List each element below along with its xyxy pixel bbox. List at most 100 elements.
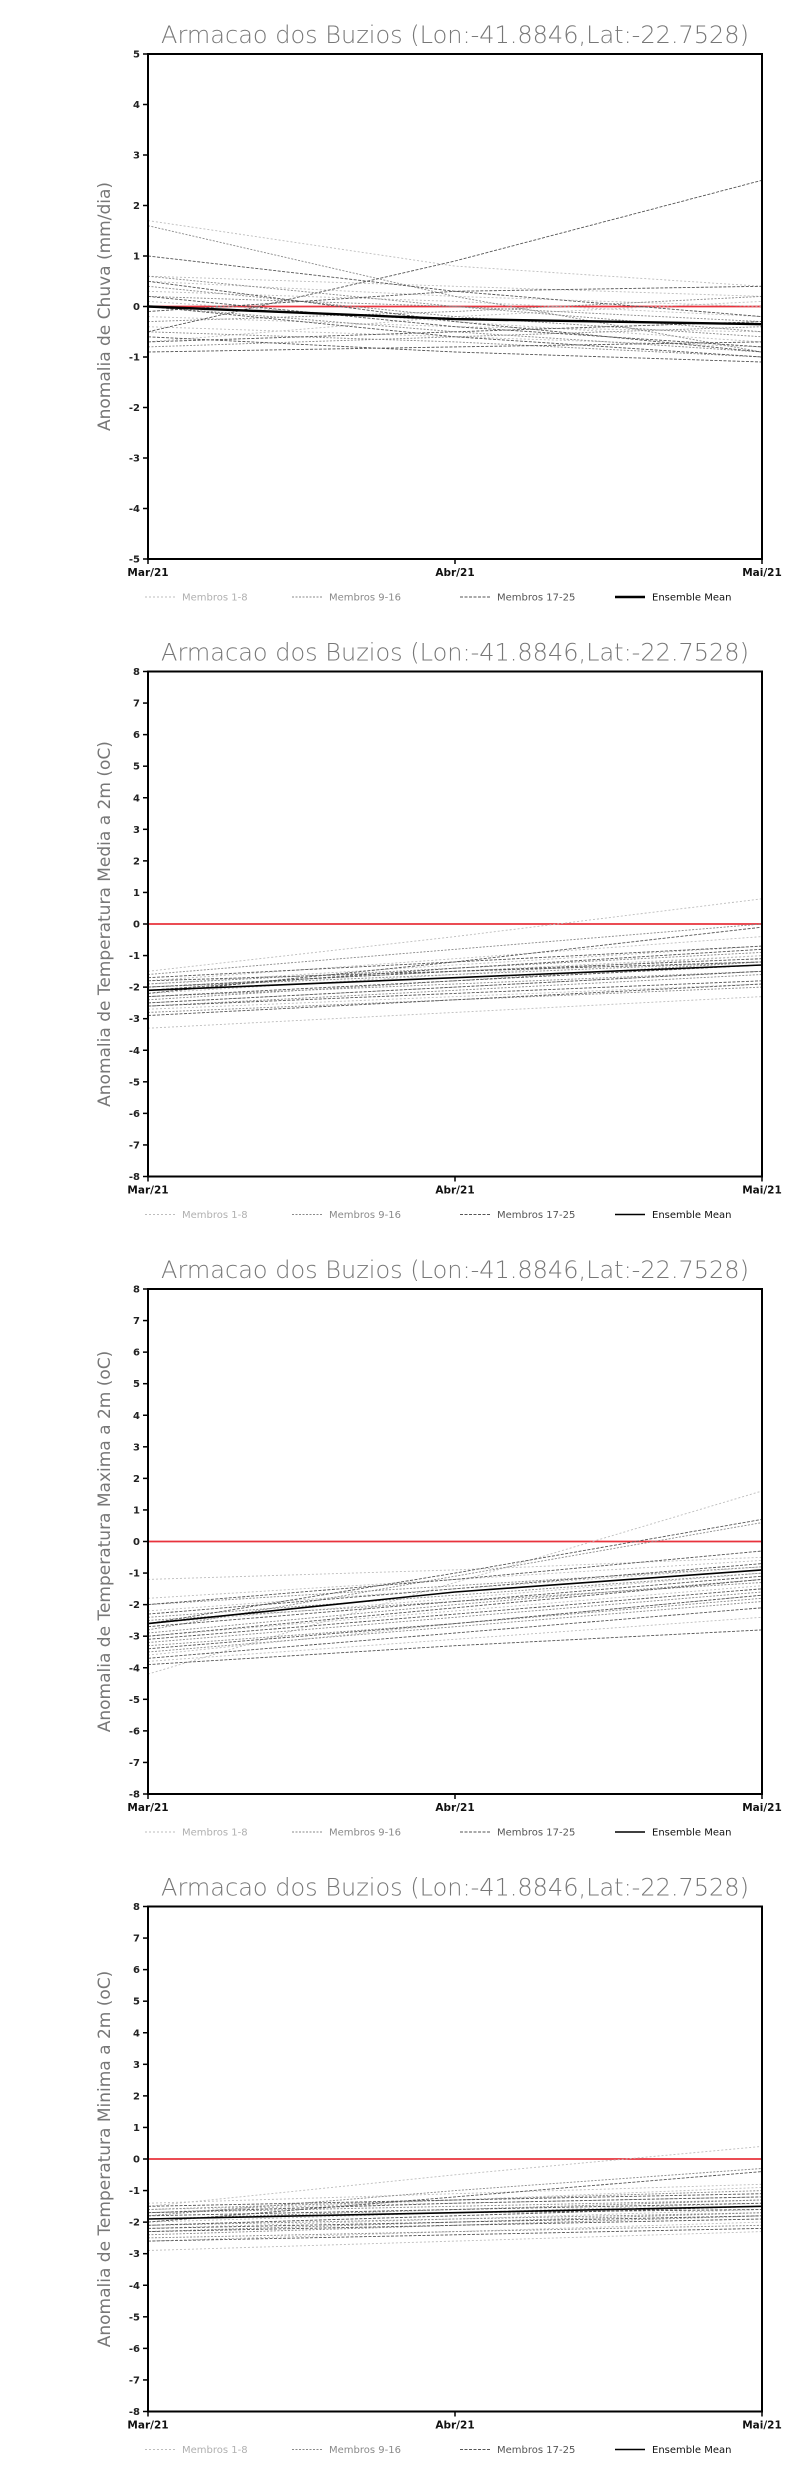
chart-title: Armacao dos Buzios (Lon:-41.8846,Lat:-22…: [161, 1256, 749, 1284]
member-series-line: [147, 1594, 763, 1650]
x-tick-label: Abr/21: [435, 567, 474, 579]
y-tick-label: 4: [133, 100, 140, 111]
legend-label: Membros 1-8: [182, 1828, 248, 1839]
y-tick-label: 8: [133, 1902, 140, 1913]
member-series-line: [147, 2218, 763, 2233]
member-series-line: [147, 275, 763, 333]
y-tick-label: -5: [129, 1077, 140, 1088]
member-series-line: [147, 970, 763, 1004]
y-tick-label: -1: [129, 1569, 140, 1580]
x-tick-label: Abr/21: [435, 1802, 474, 1814]
y-tick-label: 7: [133, 1316, 140, 1327]
y-tick-label: 6: [133, 1348, 140, 1359]
y-tick-label: 2: [133, 201, 140, 212]
y-tick-label: -2: [129, 2218, 140, 2229]
member-series-line: [147, 1563, 763, 1615]
x-tick-label: Mai/21: [742, 567, 782, 579]
member-series-line: [147, 225, 763, 353]
member-series-line: [147, 321, 763, 343]
member-series-line: [147, 2199, 763, 2214]
member-series-line: [147, 280, 763, 353]
y-tick-label: -1: [129, 951, 140, 962]
y-tick-label: -4: [129, 2281, 140, 2292]
member-series-line: [147, 983, 763, 1016]
x-tick-label: Mar/21: [127, 1802, 168, 1814]
y-tick-label: -4: [129, 1663, 140, 1674]
member-series-line: [147, 898, 763, 972]
y-tick-label: 0: [133, 2155, 140, 2166]
y-tick-label: -6: [129, 1109, 140, 1120]
member-series-line: [147, 948, 763, 991]
legend-label: Membros 17-25: [497, 1210, 575, 1221]
member-series-line: [147, 2205, 763, 2226]
legend-label: Membros 9-16: [329, 1210, 401, 1221]
member-series-line: [147, 326, 763, 348]
y-tick-label: 7: [133, 699, 140, 710]
member-series-line: [147, 2215, 763, 2236]
member-series-line: [147, 336, 763, 363]
y-tick-label: 3: [133, 2060, 140, 2071]
legend: Membros 1-8 Membros 9-16 Membros 17-25 Ense…: [145, 1828, 731, 1839]
member-series-line: [147, 2212, 763, 2233]
member-series-line: [147, 1566, 763, 1612]
y-tick-label: 0: [133, 1537, 140, 1548]
chart-panel-4: Armacao dos Buzios (Lon:-41.8846,Lat:-22…: [95, 1874, 782, 2457]
legend-label: Ensemble Mean: [652, 1210, 731, 1221]
chart-title: Armacao dos Buzios (Lon:-41.8846,Lat:-22…: [161, 21, 749, 49]
x-tick-label: Mai/21: [742, 2420, 782, 2432]
y-tick-label: 5: [133, 1379, 140, 1390]
legend-label: Membros 1-8: [182, 1210, 248, 1221]
member-series-line: [147, 1572, 763, 1625]
member-series-line: [147, 2193, 763, 2207]
member-series-line: [147, 295, 763, 323]
member-series-line: [147, 2215, 763, 2229]
member-series-line: [147, 2202, 763, 2217]
member-series-line: [147, 1629, 763, 1666]
member-series-line: [147, 2190, 763, 2210]
y-tick-label: 7: [133, 1934, 140, 1945]
y-tick-label: 6: [133, 730, 140, 741]
member-series-line: [147, 306, 763, 358]
legend-label: Membros 9-16: [329, 2445, 401, 2456]
member-series-line: [147, 2224, 763, 2239]
legend-label: Membros 17-25: [497, 1828, 575, 1839]
y-tick-label: -3: [129, 1632, 140, 1643]
y-tick-label: -8: [129, 1172, 140, 1183]
member-series-line: [147, 961, 763, 988]
y-tick-label: -3: [129, 2249, 140, 2260]
chart-panel-1: Armacao dos Buzios (Lon:-41.8846,Lat:-22…: [95, 21, 782, 604]
member-series-line: [147, 964, 763, 998]
ensemble-mean-line: [147, 1569, 763, 1625]
y-tick-label: -3: [129, 1014, 140, 1025]
member-series-line: [147, 1522, 763, 1631]
y-tick-label: 1: [133, 2123, 140, 2134]
member-series-line: [147, 2171, 763, 2223]
legend: Membros 1-8 Membros 9-16 Membros 17-25 Ense…: [145, 1210, 731, 1221]
member-series-line: [147, 1616, 763, 1662]
member-series-line: [147, 970, 763, 1004]
member-series-line: [147, 255, 763, 318]
member-series-line: [147, 955, 763, 994]
chart-panel-3: Armacao dos Buzios (Lon:-41.8846,Lat:-22…: [95, 1256, 782, 1839]
y-tick-label: -3: [129, 454, 140, 465]
x-tick-label: Mai/21: [742, 1185, 782, 1197]
y-tick-label: 0: [133, 302, 140, 313]
y-tick-label: 1: [133, 888, 140, 899]
member-series-line: [147, 1559, 763, 1599]
y-tick-label: 3: [133, 1442, 140, 1453]
y-tick-label: -5: [129, 555, 140, 566]
member-series-line: [147, 983, 763, 1010]
member-series-line: [147, 1588, 763, 1640]
member-series-line: [147, 295, 763, 348]
member-series-line: [147, 1575, 763, 1628]
x-tick-label: Abr/21: [435, 1185, 474, 1197]
y-axis-label: Anomalia de Temperatura Media a 2m (oC): [95, 741, 115, 1107]
legend-label: Membros 9-16: [329, 593, 401, 604]
member-series-line: [147, 1578, 763, 1637]
y-tick-label: -8: [129, 1790, 140, 1801]
y-tick-label: 0: [133, 920, 140, 931]
y-tick-label: 4: [133, 793, 140, 804]
member-series-line: [147, 331, 763, 358]
member-series-line: [147, 306, 763, 353]
y-tick-label: -1: [129, 2186, 140, 2197]
